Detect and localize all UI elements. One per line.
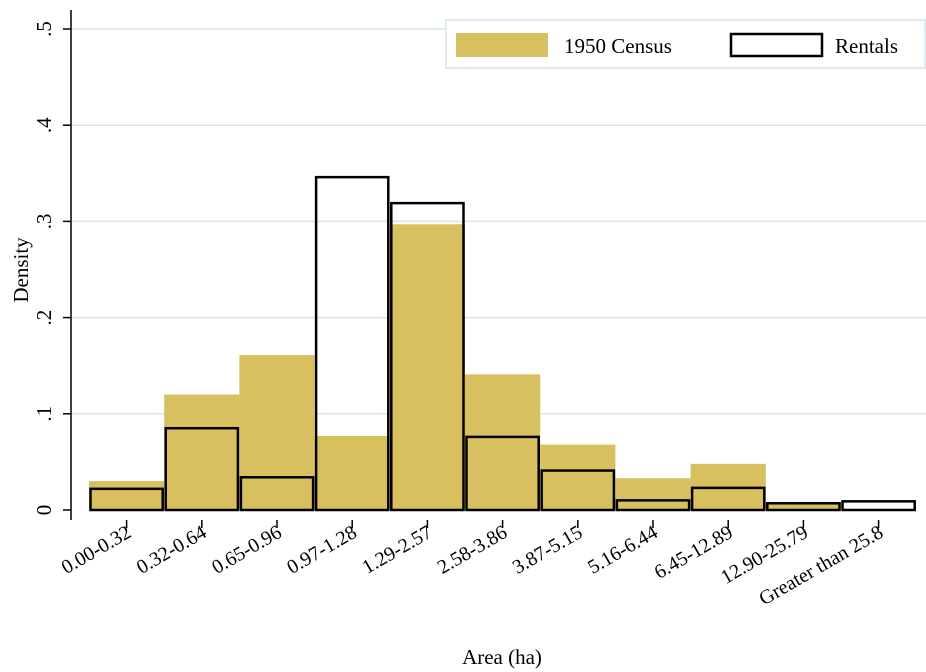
rental-bar xyxy=(841,500,916,512)
rental-bar xyxy=(164,426,240,512)
y-tick-label: .3 xyxy=(32,214,56,230)
legend-swatch-rentals xyxy=(729,32,824,58)
y-tick-label: .4 xyxy=(32,117,56,133)
census-bar xyxy=(389,224,465,510)
rental-bar xyxy=(314,175,390,512)
census-bar xyxy=(765,502,841,510)
rental-bar xyxy=(615,499,691,512)
rental-bar xyxy=(89,487,164,512)
y-tick-label: 0 xyxy=(32,505,56,516)
census-bar xyxy=(164,394,240,510)
y-axis-title: Density xyxy=(9,237,33,303)
census-bar xyxy=(615,478,691,510)
legend-swatch-census xyxy=(456,33,548,57)
y-axis-ticks: 0 .1 .2 .3 .4 .5 xyxy=(32,21,71,515)
rental-bar xyxy=(390,201,465,512)
rental-bar xyxy=(690,486,766,512)
census-bars xyxy=(89,224,841,510)
y-tick-label: .1 xyxy=(32,406,56,422)
rental-bar xyxy=(766,502,841,512)
legend-label-rentals: Rentals xyxy=(835,34,898,58)
legend: 1950 Census Rentals xyxy=(445,19,926,69)
rental-bar xyxy=(465,435,540,512)
rental-bar xyxy=(239,476,315,512)
rental-bar xyxy=(540,469,616,512)
census-bar xyxy=(89,481,165,510)
y-tick-label: .2 xyxy=(32,310,56,326)
census-bar xyxy=(465,374,541,510)
census-bar xyxy=(540,444,616,510)
legend-label-census: 1950 Census xyxy=(564,34,672,58)
census-bar xyxy=(239,355,315,510)
census-bar xyxy=(314,435,390,510)
x-axis-title: Area (ha) xyxy=(462,645,542,669)
y-tick-label: .5 xyxy=(32,21,56,37)
rental-bars xyxy=(89,175,916,512)
